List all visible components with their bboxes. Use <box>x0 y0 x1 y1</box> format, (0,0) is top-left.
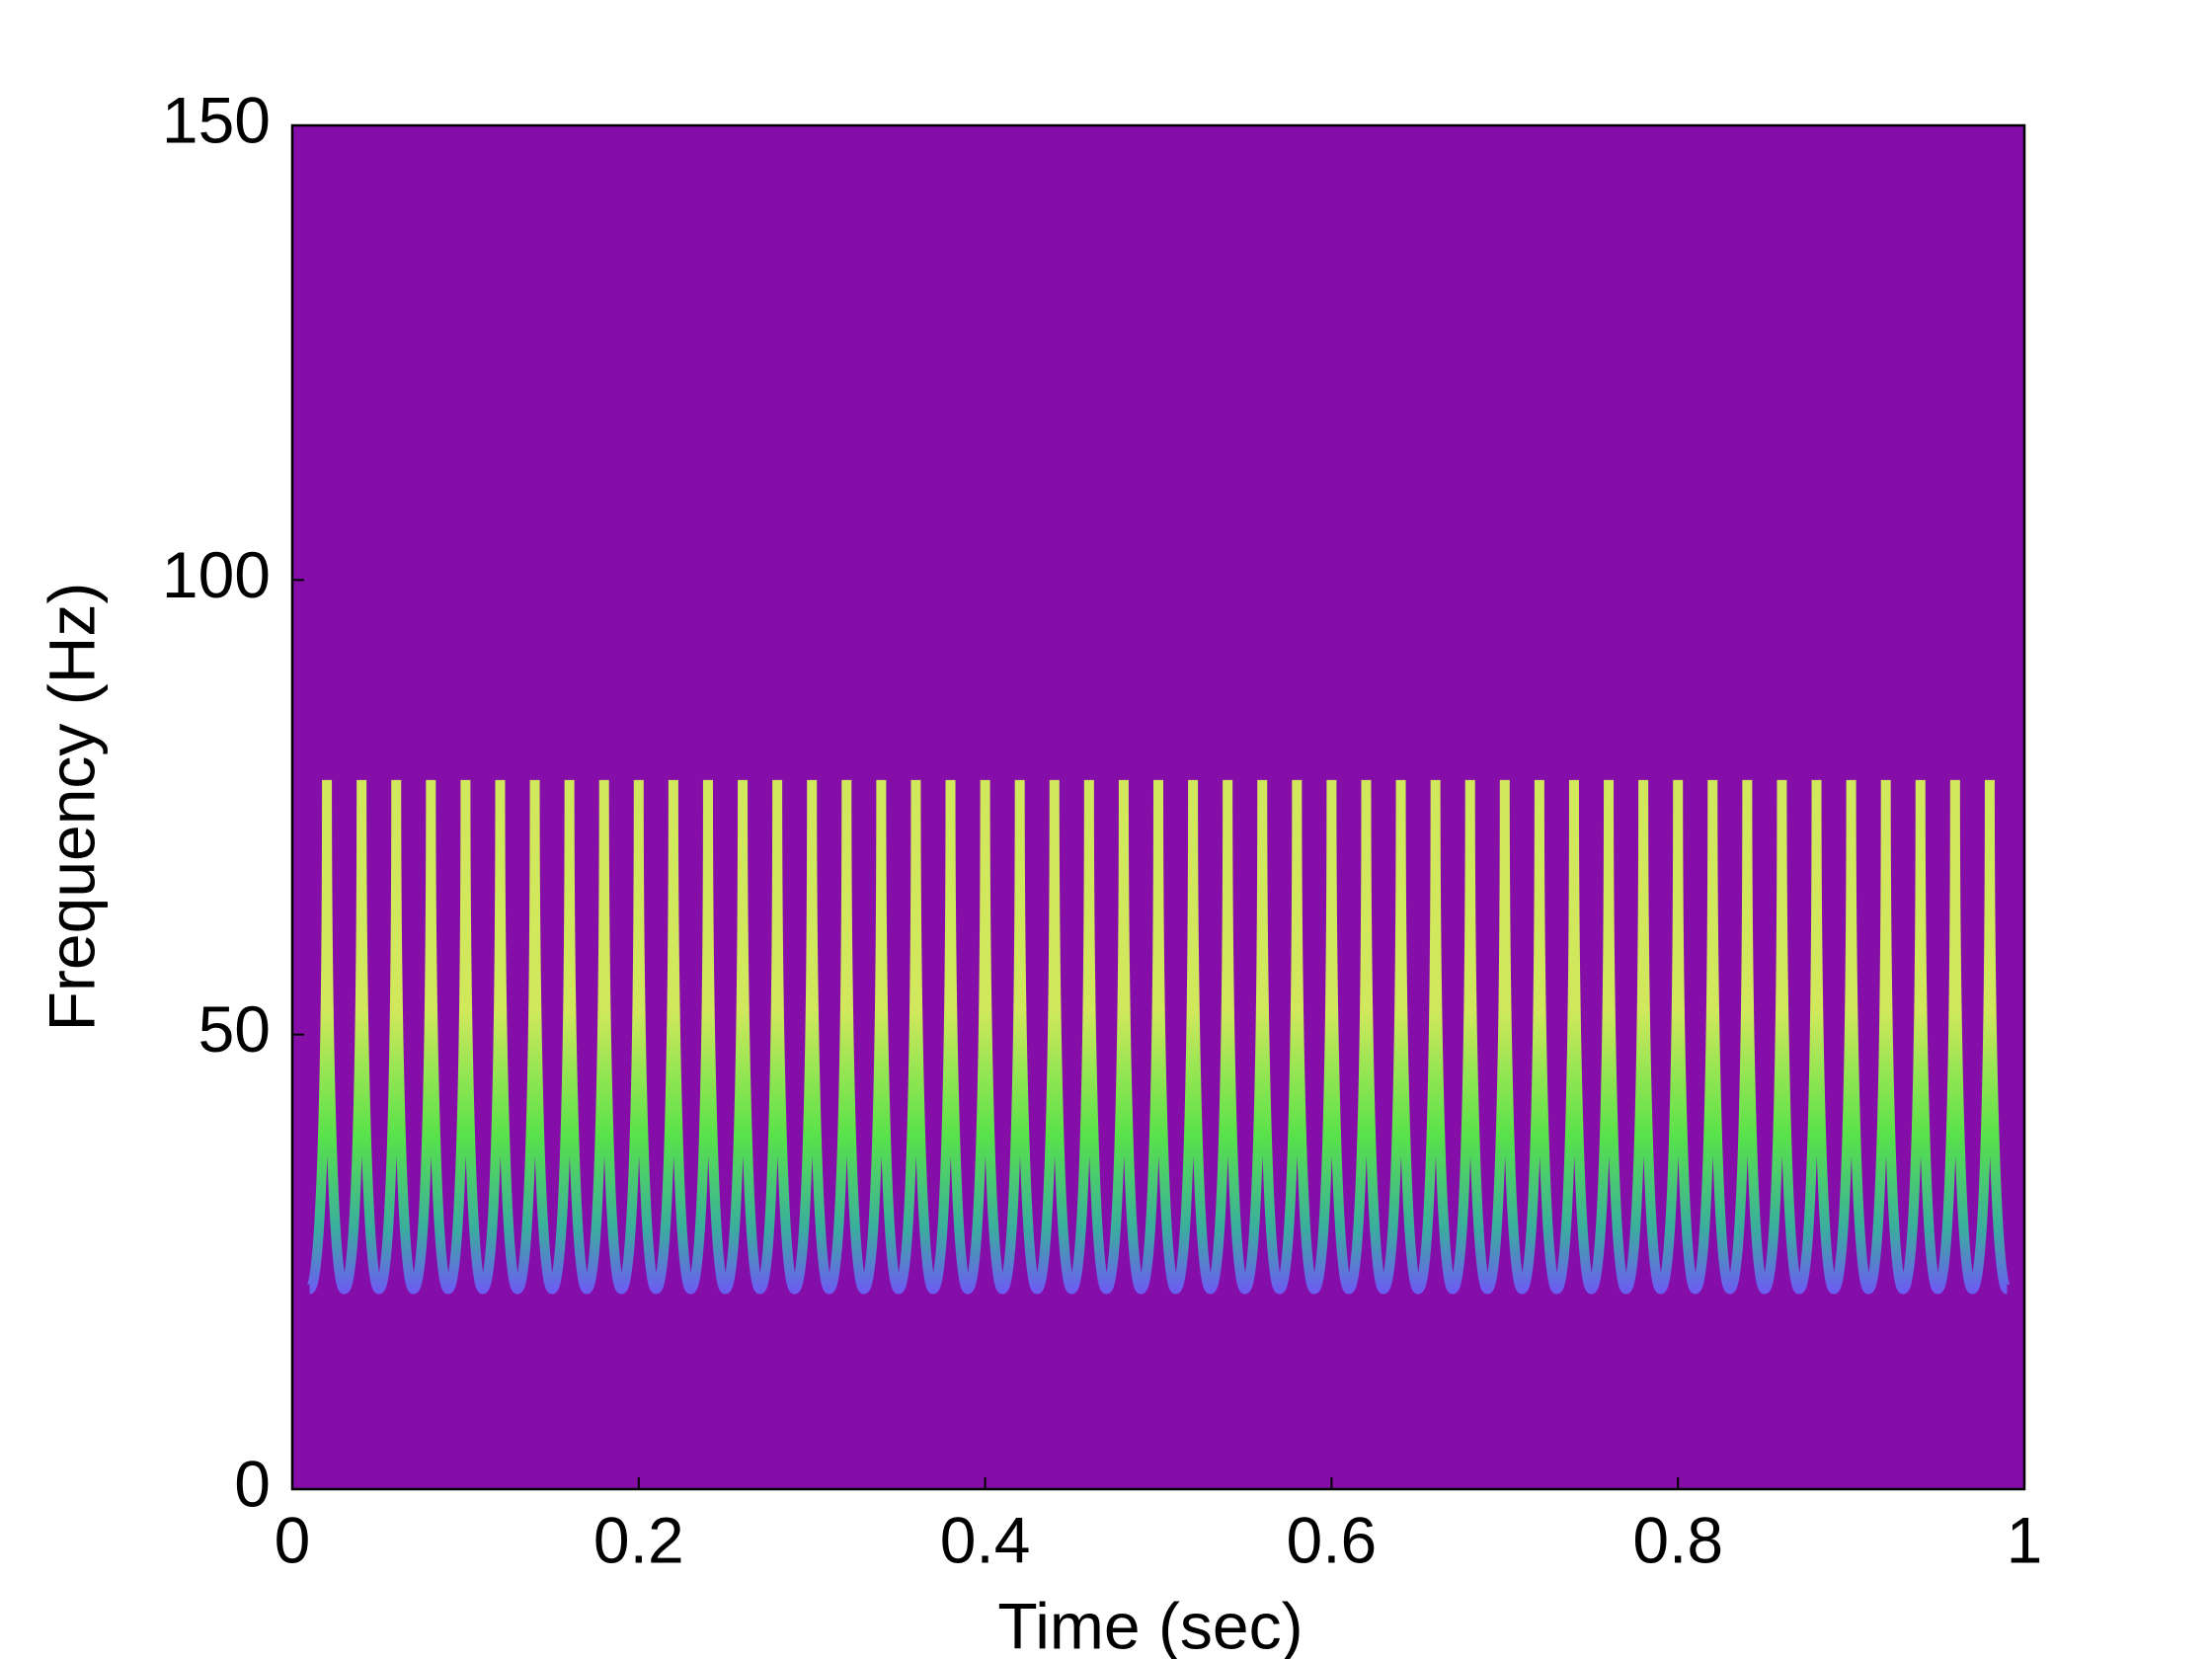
y-tick-label: 150 <box>162 83 271 156</box>
x-tick-label: 1 <box>2007 1503 2043 1576</box>
x-tick-label: 0.8 <box>1632 1503 1723 1576</box>
x-tick-label: 0 <box>275 1503 311 1576</box>
x-tick-label: 0.6 <box>1287 1503 1378 1576</box>
x-tick-label: 0.2 <box>593 1503 684 1576</box>
plot-frame <box>290 123 2026 1491</box>
x-axis-label: Time (sec) <box>997 1589 1303 1659</box>
ridge-line <box>304 779 2013 1295</box>
x-tick-label: 0.4 <box>940 1503 1031 1576</box>
y-tick-label: 50 <box>198 992 271 1066</box>
y-tick-label: 0 <box>234 1447 271 1520</box>
y-axis-label: Frequency (Hz) <box>35 583 108 1032</box>
y-tick-label: 100 <box>162 538 271 611</box>
